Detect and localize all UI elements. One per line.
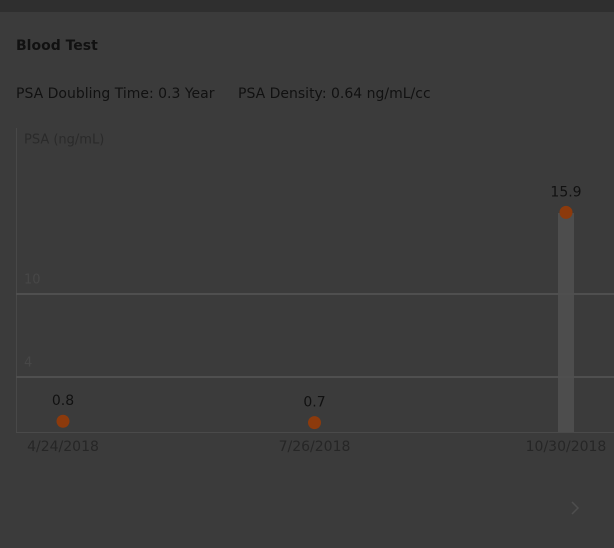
y-tick-label: 10 xyxy=(24,272,41,287)
card-title: Blood Test xyxy=(16,38,98,54)
top-bar xyxy=(0,0,614,12)
y-axis-label: PSA (ng/mL) xyxy=(24,133,104,148)
x-tick-label: 4/24/2018 xyxy=(27,439,99,455)
y-tick-label: 4 xyxy=(24,355,32,370)
next-chevron[interactable] xyxy=(571,501,580,515)
data-point xyxy=(56,414,70,428)
data-point xyxy=(308,416,321,430)
data-point xyxy=(559,205,573,219)
hover-highlight xyxy=(558,213,574,432)
x-tick-label: 10/30/2018 xyxy=(526,439,607,455)
value-label: 15.9 xyxy=(550,184,581,200)
x-tick-label: 7/26/2018 xyxy=(279,439,351,455)
metric: PSA Density: 0.64 ng/mL/cc xyxy=(238,86,431,102)
value-label: 0.8 xyxy=(52,393,74,409)
value-label: 0.7 xyxy=(303,395,325,411)
metric: PSA Doubling Time: 0.3 Year xyxy=(16,86,215,102)
